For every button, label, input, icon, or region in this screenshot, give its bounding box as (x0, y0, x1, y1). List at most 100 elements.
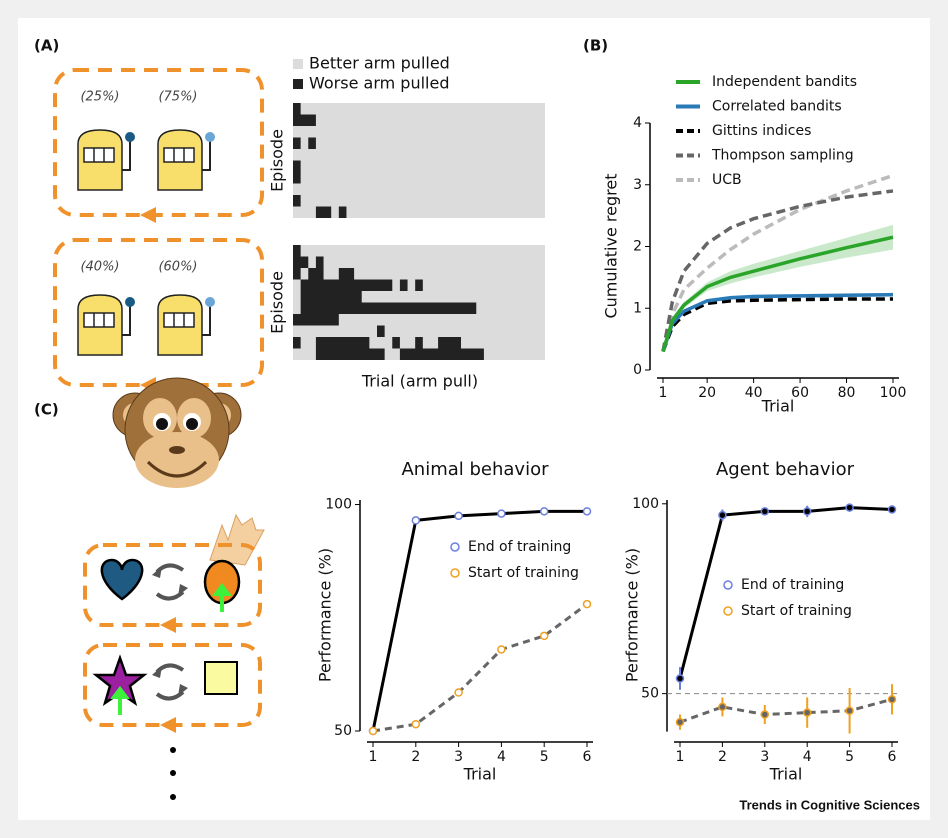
data-point (368, 726, 378, 736)
worse-arm-run (293, 137, 301, 149)
legend-marker (450, 542, 460, 552)
data-point (539, 631, 549, 641)
worse-arm-run (315, 206, 332, 218)
worse-arm-run (338, 206, 347, 218)
series-line (678, 506, 893, 679)
y-axis-label: Performance (%) (623, 548, 642, 682)
worse-arm-run (438, 337, 461, 349)
worse-arm-run (399, 279, 408, 291)
data-point (802, 507, 812, 516)
worse-arm-run (293, 314, 339, 326)
chart-title: Animal behavior (401, 459, 549, 480)
y-tick-label: 4 (633, 115, 642, 131)
x-tick-label: 60 (791, 385, 809, 401)
series-line (372, 602, 588, 733)
x-tick-label: 5 (845, 749, 854, 765)
data-point (497, 509, 506, 518)
x-axis-label: Trial (761, 397, 795, 416)
legend-label: Start of training (741, 603, 852, 619)
panel-label: (C) (34, 401, 59, 419)
legend-label: End of training (741, 577, 844, 593)
raster-background (293, 103, 545, 218)
worse-arm-run (300, 291, 362, 303)
x-tick-label: 6 (888, 749, 897, 765)
series-line (661, 292, 894, 353)
worse-arm-run (415, 279, 423, 291)
x-tick-label: 40 (745, 385, 763, 401)
worse-arm-run (377, 325, 385, 337)
legend-label: End of training (468, 539, 571, 555)
y-tick-label: 3 (633, 177, 642, 193)
data-point (582, 599, 592, 609)
data-point (887, 695, 897, 704)
data-point (718, 510, 727, 520)
data-point (845, 706, 854, 715)
x-tick-label: 1 (369, 749, 378, 765)
x-tick-label: 4 (497, 749, 506, 765)
y-axis-label: Performance (%) (316, 548, 335, 682)
x-tick-label: 6 (583, 749, 592, 765)
data-point (675, 717, 685, 727)
footer: Trends in Cognitive Sciences (739, 797, 920, 812)
x-tick-label: 4 (803, 749, 812, 765)
worse-arm-run (399, 348, 484, 360)
x-axis-label: Trial (463, 765, 497, 784)
y-axis-label: Cumulative regret (602, 174, 621, 319)
y-tick-label: 100 (632, 496, 659, 512)
probability: (25%) (80, 90, 119, 105)
probability: (40%) (80, 260, 119, 275)
data-point (760, 507, 770, 516)
y-tick-label: 50 (334, 723, 352, 739)
worse-arm-run (293, 245, 301, 257)
x-tick-label: 1 (676, 749, 685, 765)
worse-arm-run (293, 103, 301, 115)
legend-label: Correlated bandits (712, 99, 842, 115)
x-tick-label: 100 (880, 385, 907, 401)
worse-arm-run (308, 137, 316, 149)
worse-arm-run (300, 279, 393, 291)
legend-label: Independent bandits (712, 74, 857, 90)
y-axis-label: Episode (268, 271, 287, 334)
data-point (718, 702, 727, 712)
probability: (60%) (158, 260, 197, 275)
worse-arm-run (300, 302, 477, 314)
x-tick-label: 5 (540, 749, 549, 765)
worse-arm-run (392, 337, 400, 349)
legend-label: Better arm pulled (309, 54, 450, 73)
data-point (802, 708, 812, 717)
x-tick-label: 20 (698, 385, 716, 401)
x-tick-label: 2 (718, 749, 727, 765)
legend-marker (450, 568, 460, 578)
y-tick-label: 1 (633, 300, 642, 316)
data-point (497, 645, 506, 654)
worse-arm-run (415, 337, 423, 349)
data-point (411, 719, 421, 729)
worse-arm-run (293, 160, 301, 172)
x-axis-label: Trial (769, 765, 803, 784)
legend-label: Gittins indices (712, 123, 811, 139)
confidence-band (663, 224, 893, 352)
worse-arm-run (293, 195, 301, 207)
worse-arm-run (315, 256, 324, 268)
legend-label: Thompson sampling (711, 148, 854, 164)
data-point (675, 674, 685, 683)
y-tick-label: 0 (633, 362, 642, 378)
worse-arm-run (293, 337, 301, 349)
series-line (661, 173, 894, 352)
panel-label: (B) (583, 37, 608, 55)
worse-arm-run (308, 268, 324, 280)
x-tick-label: 80 (838, 385, 856, 401)
worse-arm-run (338, 268, 355, 280)
y-tick-label: 50 (641, 686, 659, 702)
legend-marker (723, 580, 733, 590)
series-line (679, 697, 893, 724)
worse-arm-run (315, 348, 385, 360)
series-line (661, 297, 893, 353)
x-axis-label: Trial (arm pull) (361, 372, 478, 391)
legend-label: Worse arm pulled (309, 74, 449, 93)
legend-label: Start of training (468, 565, 579, 581)
data-point (454, 511, 463, 521)
series-line (661, 235, 894, 352)
y-axis-label: Episode (268, 129, 287, 192)
